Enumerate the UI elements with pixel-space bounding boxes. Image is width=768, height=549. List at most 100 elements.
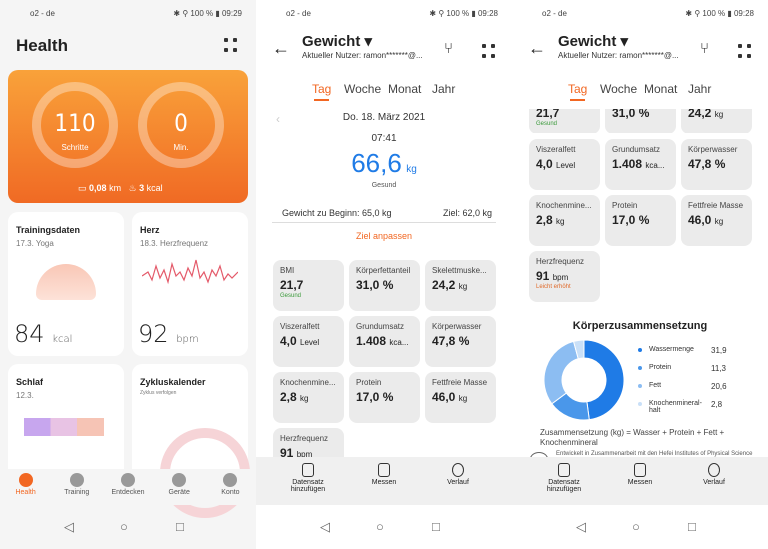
- tab-month[interactable]: Monat: [644, 82, 678, 96]
- history-label: Verlauf: [447, 479, 469, 486]
- home-circle-icon[interactable]: ○: [632, 519, 640, 534]
- tab-week[interactable]: Woche: [600, 82, 638, 96]
- tab-day[interactable]: Tag: [312, 82, 332, 101]
- system-nav: ◁ ○ □: [256, 505, 512, 549]
- recent-square-icon[interactable]: □: [688, 519, 696, 534]
- back-triangle-icon[interactable]: ◁: [320, 519, 330, 534]
- tile-value: 47,8 %: [688, 157, 726, 171]
- health-screen: o2 - de ✱ ⚲ 100 % ▮ 09:29 Health 110 Schri…: [0, 0, 256, 549]
- sleep-card[interactable]: Schlaf 12.3.: [8, 364, 124, 484]
- tile-unit: Level: [300, 338, 320, 347]
- more-icon[interactable]: [482, 44, 496, 58]
- tile-value: 91: [536, 269, 550, 283]
- edit-icon: [558, 463, 570, 477]
- cycle-sub: Zyklus verfolgen: [140, 390, 177, 396]
- metric-tile[interactable]: Knochenmine... 2,8 kg: [529, 195, 600, 246]
- history-button[interactable]: Verlauf: [428, 463, 488, 486]
- tile-unit: kg: [714, 110, 724, 119]
- tile-value: 4,0: [280, 334, 297, 348]
- metric-tile[interactable]: Fettfreie Masse 46,0 kg: [425, 372, 496, 423]
- add-record-button[interactable]: Datensatz hinzufügen: [278, 463, 338, 493]
- adjust-goal-link[interactable]: Ziel anpassen: [355, 231, 413, 241]
- metric-tile[interactable]: Fettfreie Masse 46,0 kg: [681, 195, 752, 246]
- recent-square-icon[interactable]: □: [432, 519, 440, 534]
- tab-month[interactable]: Monat: [388, 82, 422, 96]
- metric-tile[interactable]: Knochenmine... 2,8 kg: [273, 372, 344, 423]
- donut-slice-2: [543, 340, 579, 405]
- system-nav: ◁ ○ □: [512, 505, 768, 549]
- metric-tile[interactable]: Körperwasser 47,8 %: [681, 139, 752, 190]
- recent-square-icon[interactable]: □: [176, 519, 184, 534]
- metric-tile[interactable]: Protein 17,0 %: [605, 195, 676, 246]
- status-bar: o2 - de ✱ ⚲ 100 % ▮ 09:28: [512, 0, 768, 26]
- back-triangle-icon[interactable]: ◁: [576, 519, 586, 534]
- tile-unit: kca...: [645, 161, 665, 170]
- clock-icon: [452, 463, 464, 477]
- legend-swatch: [638, 384, 642, 388]
- measure-button[interactable]: Messen: [354, 463, 414, 486]
- metric-tile[interactable]: Körperwasser 47,8 %: [425, 316, 496, 367]
- minutes-ring: 0 Min.: [138, 82, 224, 168]
- tile-value-row: 31,0 %: [356, 278, 413, 292]
- prev-day-chevron-icon[interactable]: ‹: [276, 112, 280, 126]
- home-circle-icon[interactable]: ○: [376, 519, 384, 534]
- sleep-title: Schlaf: [16, 377, 44, 387]
- nav-account[interactable]: Konto: [205, 469, 256, 505]
- status-bar: o2 - de ✱ ⚲ 100 % ▮ 09:28: [256, 0, 512, 26]
- metric-tile[interactable]: BMI 21,7 Gesund: [273, 260, 344, 311]
- cycle-card[interactable]: Zykluskalender Zyklus verfolgen: [132, 364, 250, 518]
- home-circle-icon[interactable]: ○: [120, 519, 128, 534]
- nav-training[interactable]: Training: [51, 469, 102, 505]
- measure-button[interactable]: Messen: [610, 463, 670, 486]
- legend-swatch: [638, 402, 642, 406]
- metric-tile[interactable]: 24,2 kg: [681, 109, 752, 133]
- tile-value: 2,8: [536, 213, 553, 227]
- tab-year[interactable]: Jahr: [688, 82, 712, 96]
- more-icon[interactable]: [224, 38, 238, 52]
- metric-tile[interactable]: 21,7 Gesund: [529, 109, 600, 133]
- more-icon[interactable]: [738, 44, 752, 58]
- tile-value: 24,2: [688, 109, 712, 120]
- globe-icon: [121, 473, 135, 487]
- sleep-sub: 12.3.: [16, 391, 34, 400]
- tile-value: 21,7: [536, 109, 560, 120]
- back-arrow-icon[interactable]: ←: [528, 38, 546, 58]
- heart-card[interactable]: Herz 18.3. Herzfrequenz 92 bpm: [132, 212, 248, 356]
- tile-value: 47,8 %: [432, 334, 470, 348]
- metric-tile[interactable]: Skelettmuske... 24,2 kg: [425, 260, 496, 311]
- back-triangle-icon[interactable]: ◁: [64, 519, 74, 534]
- weight-title[interactable]: Gewicht ▾: [558, 33, 629, 50]
- back-arrow-icon[interactable]: ←: [272, 38, 290, 58]
- history-button[interactable]: Verlauf: [684, 463, 744, 486]
- tab-year[interactable]: Jahr: [432, 82, 456, 96]
- metric-tile[interactable]: 31,0 %: [605, 109, 676, 133]
- scale-icon: [378, 463, 390, 477]
- nav-health[interactable]: Health: [0, 469, 51, 505]
- metric-tile[interactable]: Viszeralfett 4,0 Level: [273, 316, 344, 367]
- tab-week[interactable]: Woche: [344, 82, 382, 96]
- account-icon: [223, 473, 238, 487]
- metric-tile[interactable]: Grundumsatz 1.408 kca...: [349, 316, 420, 367]
- donut-slice-3: [572, 339, 585, 360]
- activity-summary: ▭ 0,08 km ♨ 3 kcal: [78, 183, 163, 193]
- add-record-button[interactable]: Datensatz hinzufügen: [534, 463, 594, 493]
- metric-tile[interactable]: Grundumsatz 1.408 kca...: [605, 139, 676, 190]
- metric-tile[interactable]: Körperfettanteil 31,0 %: [349, 260, 420, 311]
- tile-value: 1.408: [356, 334, 387, 348]
- legend-value: 20,6: [711, 382, 727, 391]
- training-card[interactable]: Trainingsdaten 17.3. Yoga 84 kcal: [8, 212, 124, 356]
- nav-devices[interactable]: Geräte: [154, 469, 205, 505]
- distance-value: 0,08: [89, 183, 107, 193]
- nav-discover[interactable]: Entdecken: [102, 469, 153, 505]
- tab-day[interactable]: Tag: [568, 82, 588, 101]
- weight-title[interactable]: Gewicht ▾: [302, 33, 373, 50]
- share-icon[interactable]: ⑂: [700, 40, 710, 57]
- legend-value: 31,9: [711, 346, 727, 355]
- divider: [272, 222, 496, 223]
- tile-value: 4,0: [536, 157, 553, 171]
- metric-tile[interactable]: Viszeralfett 4,0 Level: [529, 139, 600, 190]
- metric-tile[interactable]: Protein 17,0 %: [349, 372, 420, 423]
- share-icon[interactable]: ⑂: [444, 40, 454, 57]
- activity-card[interactable]: 110 Schritte 0 Min. ▭ 0,08 km ♨ 3 kcal: [8, 70, 248, 203]
